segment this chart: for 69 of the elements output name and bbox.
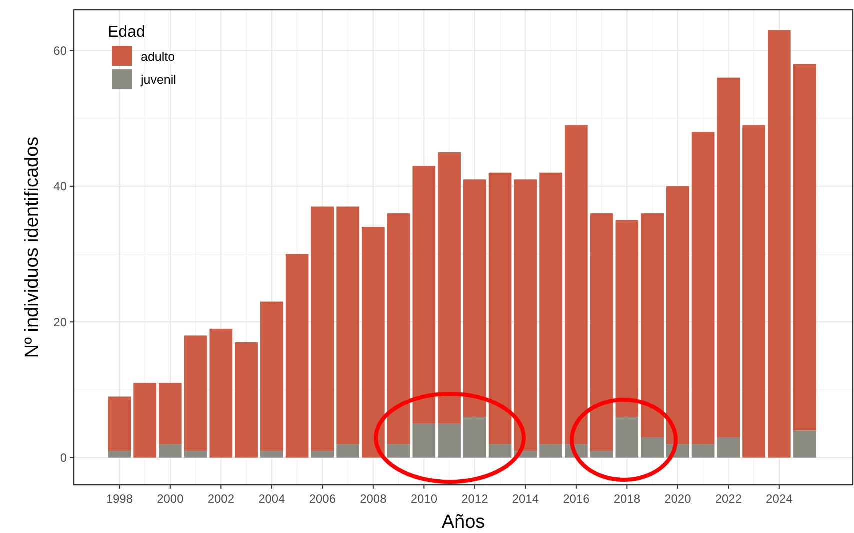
x-tick-label: 2010 [410,492,438,506]
bar [768,30,791,458]
bar [692,444,715,458]
bar [184,336,208,452]
bar [540,172,562,444]
x-tick-label: 2018 [614,492,641,506]
bar [590,214,614,452]
y-tick-label: 40 [54,180,68,194]
x-tick-label: 2008 [360,492,388,506]
bar [336,206,360,444]
bar [438,152,461,424]
bar [488,444,512,458]
bar [565,125,588,444]
bar [336,444,360,458]
y-tick-label: 20 [54,315,68,330]
bar [108,396,132,452]
bar [159,383,182,444]
bar [742,125,766,458]
bar [717,78,740,438]
bar [311,206,334,452]
bar [108,451,132,458]
bar [260,451,284,458]
bar [412,166,436,424]
bar [488,172,512,444]
x-tick-label: 2012 [462,492,489,506]
bar [286,254,309,458]
x-tick-label: 2020 [664,492,692,506]
bar [260,302,284,452]
bar [793,64,816,431]
bar [590,451,614,458]
bar [311,451,334,458]
bar [387,444,410,458]
bar [540,444,562,458]
bar [464,417,486,458]
bar [616,417,639,458]
y-tick-label: 60 [54,44,68,58]
y-tick-label: 0 [60,451,68,466]
bar [210,328,233,458]
x-tick-label: 2014 [512,492,540,506]
bar [641,214,664,438]
x-tick-label: 2024 [766,492,794,506]
bar [666,186,690,444]
bar [793,430,816,458]
x-axis-title: Años [442,512,486,533]
x-tick-label: 2004 [258,492,286,506]
bar [235,342,258,458]
bar [362,227,385,458]
x-tick-label: 2022 [715,492,742,506]
legend-label: adulto [141,50,176,64]
legend-label: juvenil [140,73,176,87]
legend-title: Edad [108,24,146,41]
x-tick-label: 2000 [157,492,184,506]
bar [717,438,740,458]
bar [438,424,461,458]
bar [514,180,538,452]
bar [184,451,208,458]
bar [692,132,715,444]
x-tick-label: 1998 [106,492,134,506]
bar [159,444,182,458]
bar [641,438,664,458]
y-axis-title: Nº individuos identificados [22,136,43,358]
bar [412,424,436,458]
x-tick-label: 2016 [563,492,590,506]
bar [134,383,156,458]
x-tick-label: 2006 [309,492,336,506]
bar [464,180,486,418]
x-tick-label: 2002 [208,492,235,506]
bar [616,220,639,418]
bar [387,214,410,444]
